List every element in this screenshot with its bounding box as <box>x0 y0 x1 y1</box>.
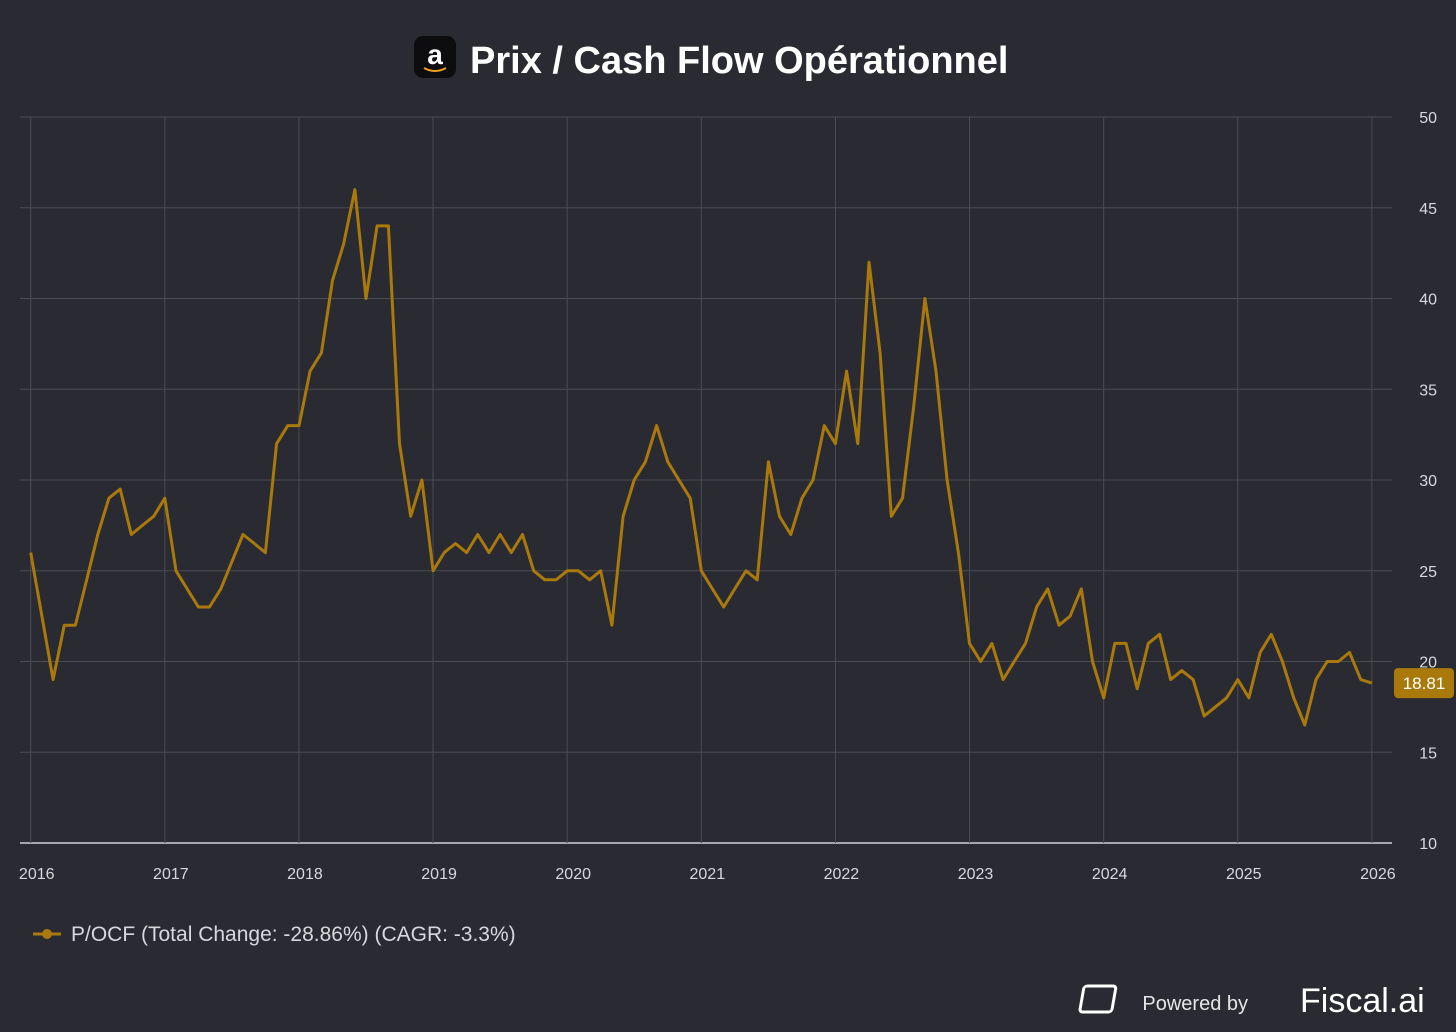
x-tick-label: 2018 <box>287 866 323 883</box>
x-tick-label: 2017 <box>153 866 189 883</box>
last-value-label: 18.81 <box>1403 674 1446 693</box>
logo-smile <box>423 67 447 72</box>
y-tick-label: 15 <box>1419 745 1437 762</box>
y-tick-label: 50 <box>1419 110 1437 127</box>
x-tick-label: 2024 <box>1092 866 1128 883</box>
y-tick-label: 20 <box>1419 655 1437 672</box>
x-tick-label: 2021 <box>690 866 726 883</box>
y-tick-label: 10 <box>1419 836 1437 853</box>
x-tick-label: 2020 <box>555 866 591 883</box>
y-tick-label: 45 <box>1419 201 1437 218</box>
x-tick-label: 2023 <box>958 866 994 883</box>
x-tick-label: 2022 <box>824 866 860 883</box>
x-tick-label: 2016 <box>19 866 55 883</box>
logo: a <box>427 39 443 70</box>
footer-brand: Fiscal.ai <box>1300 982 1425 1020</box>
y-tick-label: 25 <box>1419 564 1437 581</box>
x-tick-label: 2019 <box>421 866 457 883</box>
last-value-badge <box>1394 668 1454 699</box>
y-tick-label: 30 <box>1419 473 1437 490</box>
chart-title: Prix / Cash Flow Opérationnel <box>470 40 1008 82</box>
y-tick-label: 35 <box>1419 382 1437 399</box>
series-line <box>29 188 1373 727</box>
y-tick-label: 40 <box>1419 292 1437 309</box>
footer-logo <box>1078 984 1118 1014</box>
legend-marker <box>42 929 52 939</box>
x-tick-label: 2025 <box>1226 866 1262 883</box>
legend: P/OCF (Total Change: -28.86%) (CAGR: -3.… <box>33 923 516 946</box>
legend-label: P/OCF (Total Change: -28.86%) (CAGR: -3.… <box>71 923 516 946</box>
footer-powered: Powered by <box>1142 993 1248 1015</box>
x-tick-label: 2026 <box>1360 866 1396 883</box>
